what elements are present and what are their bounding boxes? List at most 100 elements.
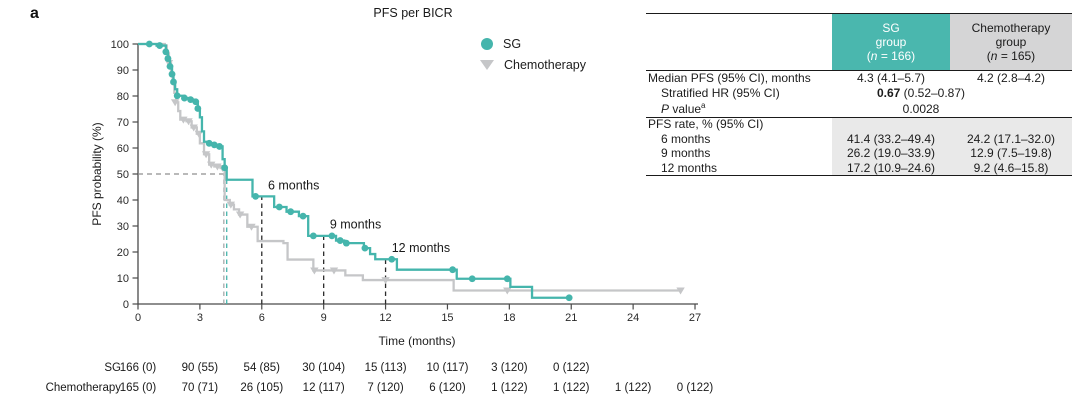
risk-count: 165 (0) <box>120 382 157 394</box>
summary-row-label: PFS rate, % (95% CI) <box>648 117 764 132</box>
censor-mark-triangle <box>226 201 236 209</box>
x-tick-label: 0 <box>135 312 141 324</box>
risk-count: 15 (113) <box>365 362 407 374</box>
risk-count: 3 (120) <box>491 362 528 374</box>
censor-mark-circle <box>194 105 202 112</box>
summary-header-chemotherapy: Chemotherapy group (n = 165) <box>950 14 1072 70</box>
tick-marks <box>132 43 696 310</box>
x-tick-label: 12 <box>379 312 391 324</box>
censor-mark-triangle <box>189 124 198 132</box>
censor-mark-triangle <box>503 287 512 295</box>
censor-mark-circle <box>328 232 336 240</box>
censor-mark-circle <box>164 55 172 62</box>
summary-value-sg: 26.2 (19.0–33.9) <box>846 146 936 161</box>
summary-value-chemotherapy: 24.2 (17.1–32.0) <box>966 131 1056 146</box>
risk-count: 0 (122) <box>677 382 714 394</box>
y-tick-label: 50 <box>117 169 129 181</box>
censor-mark-circle <box>145 40 153 48</box>
risk-count: 1 (122) <box>615 382 652 394</box>
summary-block-medians: Median PFS (95% CI), months 4.3 (4.1–5.7)… <box>646 71 1072 118</box>
censor-mark-circle <box>173 92 181 100</box>
summary-row: PFS rate, % (95% CI) <box>646 117 1072 132</box>
summary-row-label: 9 months <box>661 146 711 161</box>
risk-count: 7 (120) <box>367 382 404 394</box>
x-tick-label: 9 <box>321 312 327 324</box>
censor-mark-circle <box>468 275 476 283</box>
sg-censor-marks <box>145 40 573 302</box>
summary-value-sg: 4.3 (4.1–5.7) <box>856 71 926 85</box>
risk-count: 1 (122) <box>491 382 528 394</box>
y-tick-label: 30 <box>117 221 129 233</box>
risk-row-label: Chemotherapy <box>46 382 122 394</box>
chemotherapy-triangle-marker-icon <box>480 60 494 70</box>
x-tick-label: 6 <box>259 312 265 324</box>
summary-row: P valuea 0.0028 <box>646 100 1072 117</box>
risk-count: 10 (117) <box>426 362 468 374</box>
risk-count: 26 (105) <box>240 382 283 394</box>
sg-curve <box>138 42 572 299</box>
legend-item-sg: SG <box>481 37 586 51</box>
summary-row: 6 months 41.4 (33.2–49.4) 24.2 (17.1–32.0) <box>646 132 1072 146</box>
censor-mark-triangle <box>207 161 216 169</box>
censor-mark-triangle <box>381 277 390 285</box>
panel-label: a <box>30 5 39 22</box>
censor-mark-circle <box>503 275 511 283</box>
legend-label-sg: SG <box>503 37 522 51</box>
summary-row: 12 months 17.2 (10.9–24.6) 9.2 (4.6–15.8) <box>646 161 1072 175</box>
censor-mark-circle <box>210 141 218 149</box>
legend-label-chemotherapy: Chemotherapy <box>504 58 586 72</box>
summary-value-chemotherapy: 12.9 (7.5–19.8) <box>970 146 1052 161</box>
risk-count: 54 (85) <box>244 362 281 374</box>
risk-count: 12 (117) <box>303 382 345 394</box>
y-axis-label: PFS probability (%) <box>90 122 104 225</box>
y-tick-label: 90 <box>117 65 129 77</box>
sg-circle-marker-icon <box>481 38 493 50</box>
y-tick-label: 20 <box>117 247 129 259</box>
x-tick-label: 18 <box>503 312 515 324</box>
risk-row-label: SG <box>104 362 121 374</box>
landmark-label: 12 months <box>392 241 450 255</box>
landmark-label: 9 months <box>330 218 381 232</box>
summary-header-sg: SG group (n = 166) <box>832 14 950 70</box>
censor-mark-circle <box>342 239 350 247</box>
summary-value-span: 0.0028 <box>902 101 940 116</box>
censor-mark-circle <box>361 244 369 252</box>
y-tick-label: 0 <box>123 299 129 311</box>
summary-value-chemotherapy: 4.2 (2.8–4.2) <box>976 71 1046 85</box>
summary-row-label: Stratified HR (95% CI) <box>661 86 780 101</box>
risk-count: 30 (104) <box>302 362 345 374</box>
censor-mark-circle <box>565 294 573 302</box>
summary-value-sg: 41.4 (33.2–49.4) <box>846 131 936 146</box>
censor-mark-circle <box>388 255 396 263</box>
risk-count: 6 (120) <box>429 382 466 394</box>
summary-value-span: 0.67 (0.52–0.87) <box>876 86 966 101</box>
x-tick-label: 15 <box>441 312 453 324</box>
risk-count: 0 (122) <box>553 362 590 374</box>
x-tick-label: 24 <box>627 312 639 324</box>
landmark-label: 6 months <box>268 179 319 193</box>
censor-mark-triangle <box>310 267 319 275</box>
censor-mark-circle <box>181 94 188 102</box>
legend-item-chemotherapy: Chemotherapy <box>480 58 586 72</box>
censor-mark-circle <box>216 143 223 150</box>
censor-mark-circle <box>309 232 317 240</box>
censor-mark-circle <box>166 62 174 70</box>
censor-mark-circle <box>287 208 295 216</box>
summary-row: Median PFS (95% CI), months 4.3 (4.1–5.7)… <box>646 71 1072 86</box>
censor-mark-circle <box>205 139 213 147</box>
reference-lines <box>138 173 387 304</box>
summary-header-spacer <box>646 14 832 70</box>
summary-row: Stratified HR (95% CI) 0.67 (0.52–0.87) <box>646 86 1072 101</box>
censor-mark-triangle <box>184 118 193 126</box>
risk-count: 166 (0) <box>120 362 157 374</box>
summary-value-chemotherapy: 9.2 (4.6–15.8) <box>973 160 1049 175</box>
summary-block-pfs-rates: PFS rate, % (95% CI) 6 months 41.4 (33.2–4… <box>646 117 1072 177</box>
summary-statistics-table: SG group (n = 166) Chemotherapy group (n = 16… <box>646 13 1072 177</box>
y-tick-label: 40 <box>117 195 129 207</box>
risk-count: 1 (122) <box>553 382 590 394</box>
summary-value-sg: 17.2 (10.9–24.6) <box>846 160 936 175</box>
summary-row-label: P valuea <box>661 100 706 116</box>
censor-mark-triangle <box>247 223 256 231</box>
